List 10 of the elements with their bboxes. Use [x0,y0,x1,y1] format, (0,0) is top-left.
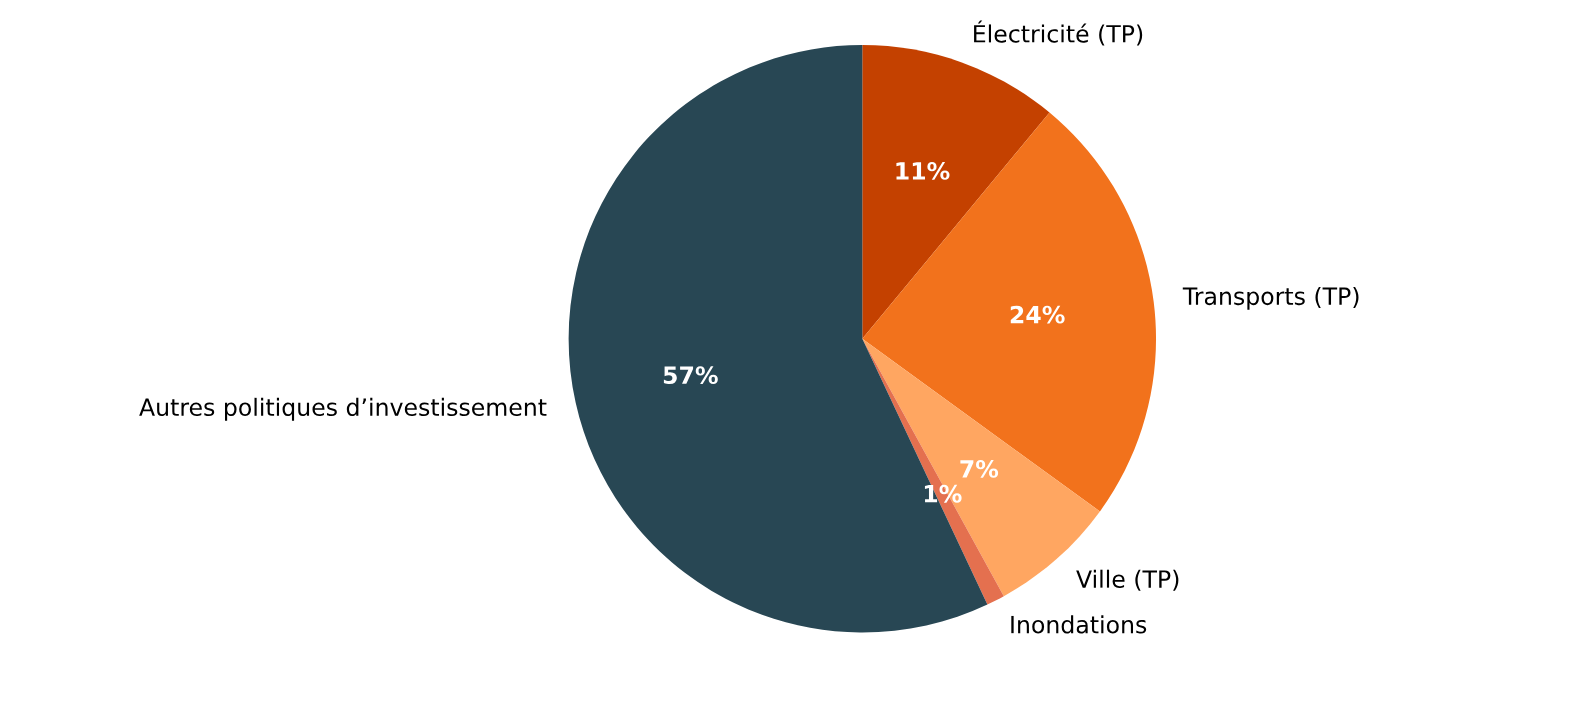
data-label: 57% [663,366,718,385]
slice-label: Inondations [1011,615,1147,634]
slice-label: Transports (TP) [1182,286,1359,310]
slice-label: Électricité (TP) [974,20,1143,46]
data-label: 11% [896,161,950,180]
pie-slice [862,112,1157,512]
slice-label: Autres politiques d’investissement [139,397,547,421]
slice-label: Ville (TP) [1076,569,1179,591]
data-label: 7% [960,459,999,478]
data-label: 24% [1010,305,1065,324]
